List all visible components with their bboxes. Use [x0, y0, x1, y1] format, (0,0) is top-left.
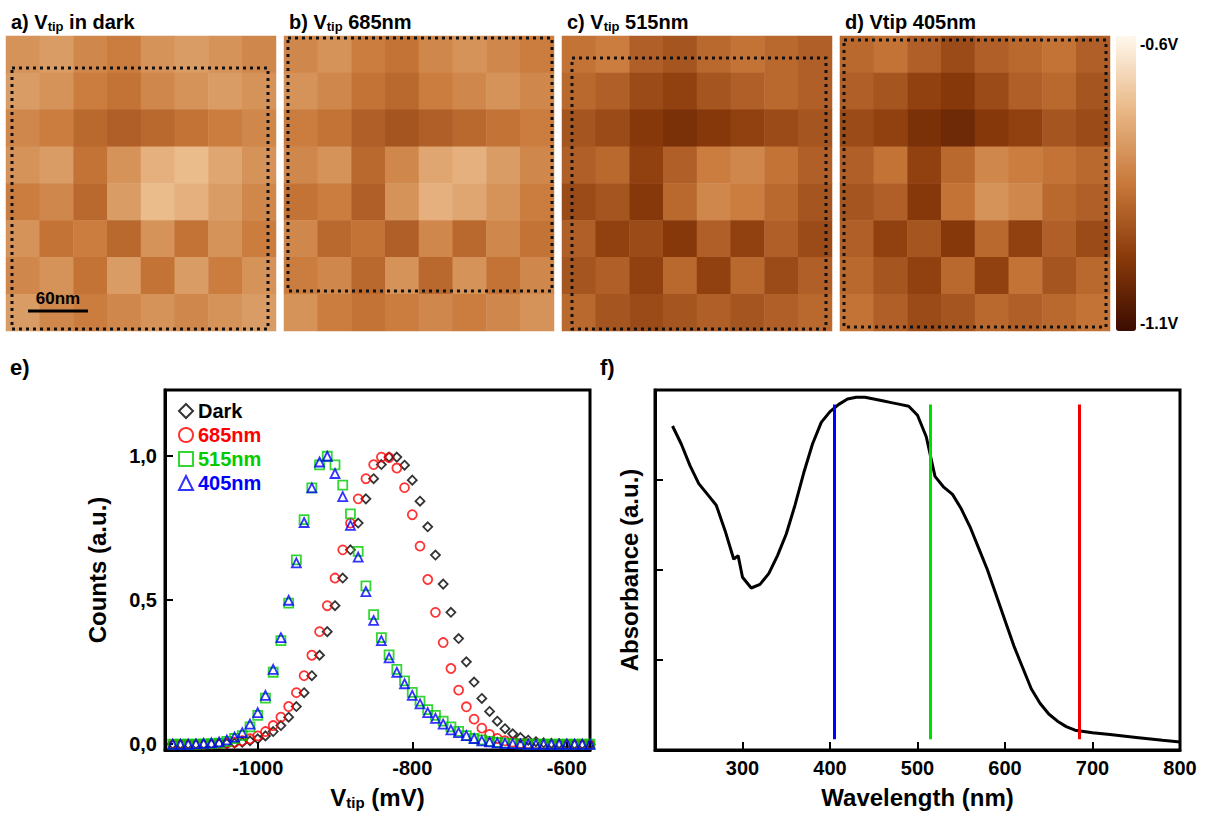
svg-text:-0.6V: -0.6V — [1140, 36, 1179, 53]
svg-text:tip: tip — [327, 19, 343, 34]
svg-text:b) V: b) V — [289, 11, 327, 33]
svg-text:60nm: 60nm — [36, 289, 80, 308]
svg-text:in dark: in dark — [64, 11, 136, 33]
svg-text:a) V: a) V — [11, 11, 48, 33]
svg-text:Wavelength (nm): Wavelength (nm) — [821, 784, 1013, 811]
svg-text:1,0: 1,0 — [129, 445, 157, 467]
svg-text:500: 500 — [901, 757, 934, 779]
svg-text:700: 700 — [1076, 757, 1109, 779]
svg-text:-1000: -1000 — [232, 757, 283, 779]
svg-text:0,0: 0,0 — [129, 733, 157, 755]
svg-text:300: 300 — [726, 757, 759, 779]
svg-text:600: 600 — [988, 757, 1021, 779]
svg-text:f): f) — [600, 355, 615, 380]
svg-text:e): e) — [10, 355, 30, 380]
svg-text:0,5: 0,5 — [129, 589, 157, 611]
svg-text:405nm: 405nm — [198, 472, 261, 494]
svg-text:(mV): (mV) — [365, 784, 425, 811]
svg-text:400: 400 — [813, 757, 846, 779]
svg-text:515nm: 515nm — [198, 448, 261, 470]
svg-text:Counts (a.u.): Counts (a.u.) — [84, 497, 111, 644]
svg-text:Dark: Dark — [198, 400, 243, 422]
svg-text:tip: tip — [48, 19, 64, 34]
svg-text:Absorbance (a.u.): Absorbance (a.u.) — [616, 469, 643, 672]
svg-text:685nm: 685nm — [198, 424, 261, 446]
svg-text:tip: tip — [604, 19, 620, 34]
svg-text:685nm: 685nm — [343, 11, 412, 33]
svg-text:-800: -800 — [392, 757, 432, 779]
svg-text:-600: -600 — [547, 757, 587, 779]
svg-text:V: V — [330, 784, 346, 811]
svg-text:515nm: 515nm — [620, 11, 689, 33]
svg-text:d) Vtip 405nm: d) Vtip 405nm — [845, 11, 976, 33]
svg-text:tip: tip — [346, 794, 364, 811]
svg-text:c) V: c) V — [567, 11, 604, 33]
svg-text:-1.1V: -1.1V — [1140, 315, 1179, 332]
svg-text:800: 800 — [1163, 757, 1196, 779]
